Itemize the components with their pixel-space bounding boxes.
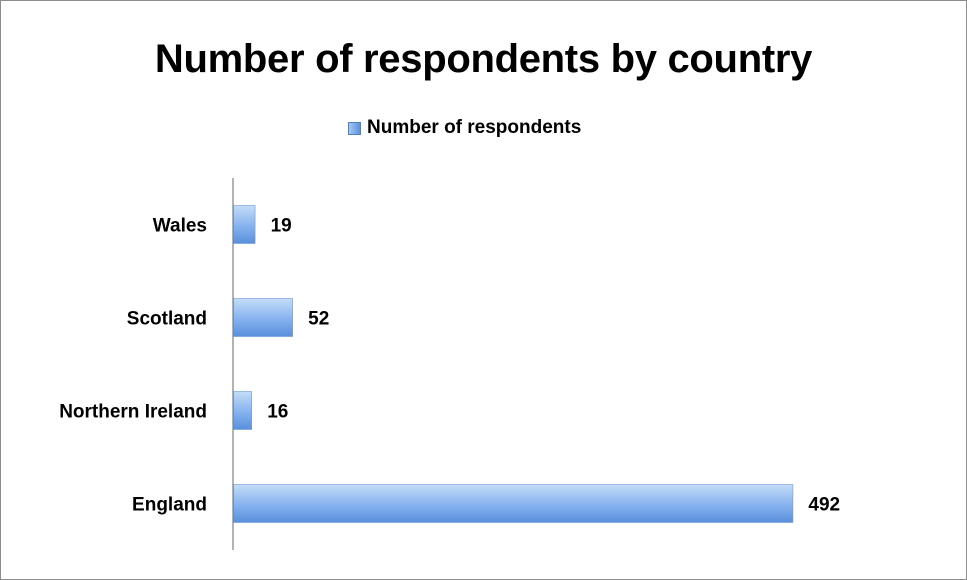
labels-layer: England 492 Northern Ireland 16 Scotland 52 Wa…	[59, 216, 840, 516]
bar-scotland	[233, 298, 293, 337]
legend-label: Number of respondents	[367, 117, 582, 138]
chart-title: Number of respondents by country	[154, 37, 813, 81]
category-label-scotland: Scotland	[127, 309, 207, 330]
bar-northern-ireland	[233, 391, 252, 430]
legend-swatch	[348, 121, 361, 135]
category-label-wales: Wales	[153, 216, 207, 237]
value-label-scotland: 52	[308, 309, 329, 330]
category-label-england: England	[132, 495, 207, 516]
bars-layer	[233, 205, 794, 523]
legend: Number of respondents	[348, 117, 581, 139]
value-label-northern-ireland: 16	[267, 402, 288, 423]
category-label-northern-ireland: Northern Ireland	[59, 402, 207, 423]
value-label-wales: 19	[271, 216, 292, 237]
value-label-england: 492	[808, 495, 840, 516]
bar-england	[233, 484, 794, 523]
bar-wales	[233, 205, 256, 244]
